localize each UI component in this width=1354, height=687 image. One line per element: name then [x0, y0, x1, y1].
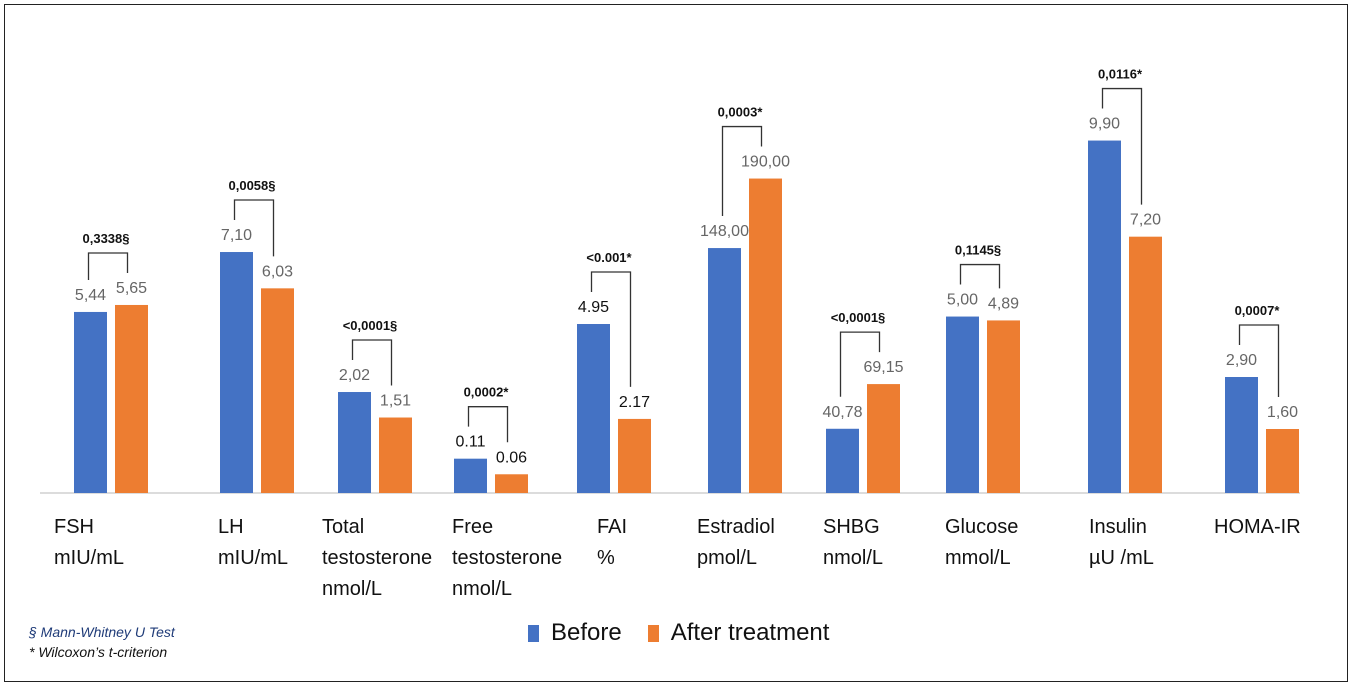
footnote-wilcoxon: * Wilcoxon’s t-criterion: [29, 644, 168, 660]
bar-after: [379, 417, 412, 493]
data-label: 190,00: [741, 154, 790, 171]
p-value-label: 0,0003*: [718, 105, 764, 120]
data-label: 0.11: [456, 434, 486, 451]
data-label: 5,44: [75, 287, 106, 304]
p-value-label: 0,0116*: [1098, 67, 1143, 82]
significance-bracket: [233, 199, 275, 257]
category-label: FSH: [54, 516, 94, 538]
bar-before: [1225, 377, 1258, 493]
category-label: Insulin: [1089, 516, 1147, 538]
category-label: Free: [452, 516, 493, 538]
significance-bracket: [1238, 324, 1280, 397]
data-label: 148,00: [700, 223, 749, 240]
bar-before: [946, 316, 979, 493]
bar-after: [1129, 236, 1162, 493]
legend-item-before: Before: [528, 619, 622, 647]
footnotes: § Mann-Whitney U Test * Wilcoxon’s t-cri…: [29, 622, 175, 662]
category-label: testosterone: [322, 547, 432, 569]
p-value-label: <0.001*: [586, 250, 632, 265]
p-value-label: <0,0001§: [343, 318, 398, 333]
bar-after: [1266, 429, 1299, 493]
significance-bracket: [351, 339, 393, 386]
bar-before: [74, 311, 107, 493]
bar-before: [1088, 140, 1121, 493]
category-label: mIU/mL: [54, 547, 124, 569]
category-label: %: [597, 547, 615, 569]
bar-before: [826, 428, 859, 493]
category-label: SHBG: [823, 516, 880, 538]
legend-label-after: After treatment: [670, 619, 830, 646]
legend-label-before: Before: [551, 619, 622, 646]
figure-frame: [4, 4, 1348, 682]
data-label: 1,60: [1267, 404, 1298, 421]
legend-swatch-after: [647, 624, 659, 642]
bar-after: [261, 288, 294, 493]
category-label: Glucose: [945, 516, 1018, 538]
legend: Before After treatment: [528, 619, 855, 647]
data-label: 69,15: [863, 359, 903, 376]
significance-bracket: [467, 406, 509, 443]
data-label: 5,00: [947, 292, 978, 309]
significance-bracket: [590, 271, 632, 387]
category-label: Estradiol: [697, 516, 775, 538]
bar-after: [618, 418, 651, 493]
significance-bracket: [721, 125, 763, 217]
bar-after: [749, 178, 782, 494]
p-value-label: 0,3338§: [83, 231, 130, 246]
legend-item-after: After treatment: [647, 619, 830, 647]
category-label: µU /mL: [1089, 547, 1154, 569]
significance-bracket: [1101, 87, 1143, 205]
category-label: nmol/L: [823, 547, 883, 569]
legend-swatch-before: [528, 624, 539, 642]
p-value-label: 0,0002*: [464, 385, 510, 400]
data-label: 0.06: [496, 449, 527, 466]
data-label: 2,02: [339, 367, 370, 384]
significance-bracket: [839, 331, 881, 397]
data-label: 6,03: [262, 263, 293, 280]
data-label: 40,78: [822, 404, 862, 421]
data-label: 4,89: [988, 295, 1019, 312]
bar-after: [495, 474, 528, 493]
significance-bracket: [959, 263, 1001, 289]
bar-after: [867, 384, 900, 493]
category-label: pmol/L: [697, 547, 757, 569]
bar-before: [338, 392, 371, 493]
data-label: 9,90: [1089, 116, 1120, 133]
bar-after: [115, 304, 148, 493]
category-label: nmol/L: [452, 578, 512, 600]
category-label: nmol/L: [322, 578, 382, 600]
bar-before: [454, 458, 487, 493]
category-label: testosterone: [452, 547, 562, 569]
category-label: LH: [218, 516, 244, 538]
bar-before: [220, 252, 253, 493]
p-value-label: 0,1145§: [955, 243, 1001, 258]
data-label: 1,51: [380, 393, 411, 410]
bar-before: [708, 248, 741, 493]
footnote-mann-whitney: § Mann-Whitney U Test: [29, 624, 175, 640]
p-value-label: <0,0001§: [831, 310, 886, 325]
data-label: 7,10: [221, 227, 252, 244]
category-label: mmol/L: [945, 547, 1011, 569]
data-label: 2.17: [619, 394, 650, 411]
category-label: HOMA-IR: [1214, 516, 1301, 538]
data-label: 4.95: [578, 299, 609, 316]
bar-before: [577, 324, 610, 493]
significance-bracket: [87, 252, 129, 280]
bar-after: [987, 320, 1020, 493]
data-label: 7,20: [1130, 212, 1161, 229]
p-value-label: 0,0007*: [1235, 303, 1281, 318]
category-label: Total: [322, 516, 364, 538]
data-label: 2,90: [1226, 352, 1257, 369]
p-value-label: 0,0058§: [229, 178, 276, 193]
category-label: FAI: [597, 516, 627, 538]
data-label: 5,65: [116, 280, 147, 297]
category-label: mIU/mL: [218, 547, 288, 569]
